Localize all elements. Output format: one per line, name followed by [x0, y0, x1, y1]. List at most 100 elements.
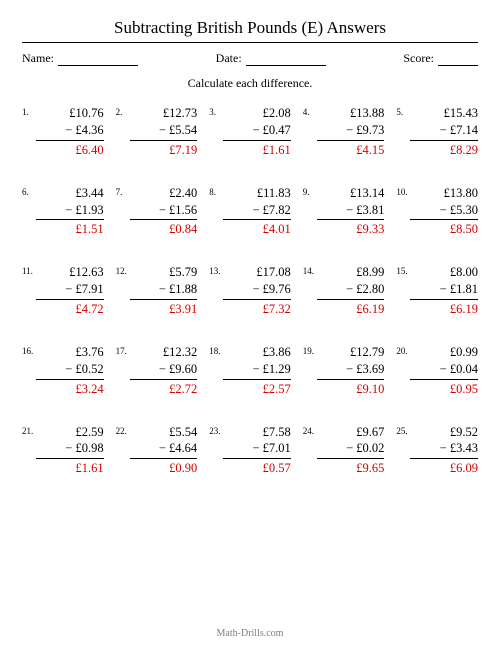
problem-rule — [317, 219, 385, 220]
problem: 15.£8.00− £1.81£6.19 — [396, 264, 478, 318]
problem-body: £2.08− £0.47£1.61 — [223, 105, 291, 159]
subtrahend: − £4.64 — [130, 440, 198, 457]
problem-grid: 1.£10.76− £4.36£6.40 2.£12.73− £5.54£7.19… — [22, 105, 478, 477]
problem: 17.£12.32− £9.60£2.72 — [116, 344, 198, 398]
problem-body: £9.52− £3.43£6.09 — [410, 424, 478, 478]
minuend: £8.00 — [410, 264, 478, 281]
problem: 20.£0.99− £0.04£0.95 — [396, 344, 478, 398]
problem-index: 23. — [209, 424, 223, 436]
problem-rule — [410, 299, 478, 300]
problem-body: £12.73− £5.54£7.19 — [130, 105, 198, 159]
subtrahend: − £5.30 — [410, 202, 478, 219]
problem-rule — [410, 219, 478, 220]
answer: £1.51 — [36, 221, 104, 238]
footer-text: Math-Drills.com — [0, 628, 500, 639]
score-field: Score: — [403, 51, 478, 66]
subtrahend: − £4.36 — [36, 122, 104, 139]
problem-rule — [317, 140, 385, 141]
subtrahend: − £1.56 — [130, 202, 198, 219]
problem: 10.£13.80− £5.30 £8.50 — [396, 185, 478, 239]
problem-index: 20. — [396, 344, 410, 356]
problem-index: 6. — [22, 185, 36, 197]
score-label: Score: — [403, 51, 434, 66]
problem-body: £10.76− £4.36£6.40 — [36, 105, 104, 159]
subtrahend: − £1.93 — [36, 202, 104, 219]
minuend: £7.58 — [223, 424, 291, 441]
minuend: £2.59 — [36, 424, 104, 441]
problem-index: 2. — [116, 105, 130, 117]
problem-body: £5.79− £1.88£3.91 — [130, 264, 198, 318]
minuend: £3.44 — [36, 185, 104, 202]
problem-index: 5. — [396, 105, 410, 117]
subtrahend: − £2.80 — [317, 281, 385, 298]
problem-body: £3.44− £1.93 £1.51 — [36, 185, 104, 239]
problem-body: £13.88− £9.73£4.15 — [317, 105, 385, 159]
subtrahend: − £0.02 — [317, 440, 385, 457]
problem: 21.£2.59− £0.98£1.61 — [22, 424, 104, 478]
subtrahend: − £3.43 — [410, 440, 478, 457]
subtrahend: − £7.91 — [36, 281, 104, 298]
problem-body: £2.40− £1.56£0.84 — [130, 185, 198, 239]
problem-rule — [223, 140, 291, 141]
problem-index: 22. — [116, 424, 130, 436]
answer: £3.91 — [130, 301, 198, 318]
minuend: £9.52 — [410, 424, 478, 441]
problem-rule — [36, 140, 104, 141]
problem-index: 12. — [116, 264, 130, 276]
date-label: Date: — [216, 51, 242, 66]
minuend: £3.76 — [36, 344, 104, 361]
problem-rule — [317, 379, 385, 380]
problem-body: £0.99− £0.04£0.95 — [410, 344, 478, 398]
answer: £1.61 — [223, 142, 291, 159]
problem-rule — [130, 219, 198, 220]
problem: 4.£13.88− £9.73£4.15 — [303, 105, 385, 159]
problem-index: 19. — [303, 344, 317, 356]
problem-body: £9.67− £0.02£9.65 — [317, 424, 385, 478]
subtrahend: − £7.82 — [223, 202, 291, 219]
answer: £3.24 — [36, 381, 104, 398]
problem-index: 10. — [396, 185, 410, 197]
problem-rule — [130, 458, 198, 459]
problem-rule — [130, 140, 198, 141]
minuend: £11.83 — [223, 185, 291, 202]
answer: £8.29 — [410, 142, 478, 159]
answer: £8.50 — [410, 221, 478, 238]
minuend: £12.32 — [130, 344, 198, 361]
minuend: £13.80 — [410, 185, 478, 202]
problem: 23.£7.58− £7.01£0.57 — [209, 424, 291, 478]
subtrahend: − £0.04 — [410, 361, 478, 378]
problem-index: 11. — [22, 264, 36, 276]
problem-rule — [130, 379, 198, 380]
problem-rule — [36, 219, 104, 220]
answer: £7.32 — [223, 301, 291, 318]
problem: 25.£9.52− £3.43£6.09 — [396, 424, 478, 478]
problem: 19.£12.79− £3.69£9.10 — [303, 344, 385, 398]
answer: £0.84 — [130, 221, 198, 238]
minuend: £17.08 — [223, 264, 291, 281]
problem-rule — [317, 299, 385, 300]
problem: 13.£17.08− £9.76£7.32 — [209, 264, 291, 318]
problem-index: 1. — [22, 105, 36, 117]
problem: 1.£10.76− £4.36£6.40 — [22, 105, 104, 159]
meta-row: Name: Date: Score: — [22, 51, 478, 66]
subtrahend: − £5.54 — [130, 122, 198, 139]
problem-index: 15. — [396, 264, 410, 276]
problem-index: 16. — [22, 344, 36, 356]
problem-rule — [223, 219, 291, 220]
problem-rule — [36, 458, 104, 459]
minuend: £13.88 — [317, 105, 385, 122]
problem: 16.£3.76− £0.52£3.24 — [22, 344, 104, 398]
answer: £0.57 — [223, 460, 291, 477]
problem: 6.£3.44− £1.93 £1.51 — [22, 185, 104, 239]
minuend: £15.43 — [410, 105, 478, 122]
problem-index: 25. — [396, 424, 410, 436]
problem: 5.£15.43− £7.14£8.29 — [396, 105, 478, 159]
problem-index: 24. — [303, 424, 317, 436]
subtrahend: − £1.29 — [223, 361, 291, 378]
subtrahend: − £1.81 — [410, 281, 478, 298]
subtrahend: − £1.88 — [130, 281, 198, 298]
answer: £2.57 — [223, 381, 291, 398]
score-blank — [438, 54, 478, 66]
instruction-text: Calculate each difference. — [22, 76, 478, 91]
minuend: £5.54 — [130, 424, 198, 441]
